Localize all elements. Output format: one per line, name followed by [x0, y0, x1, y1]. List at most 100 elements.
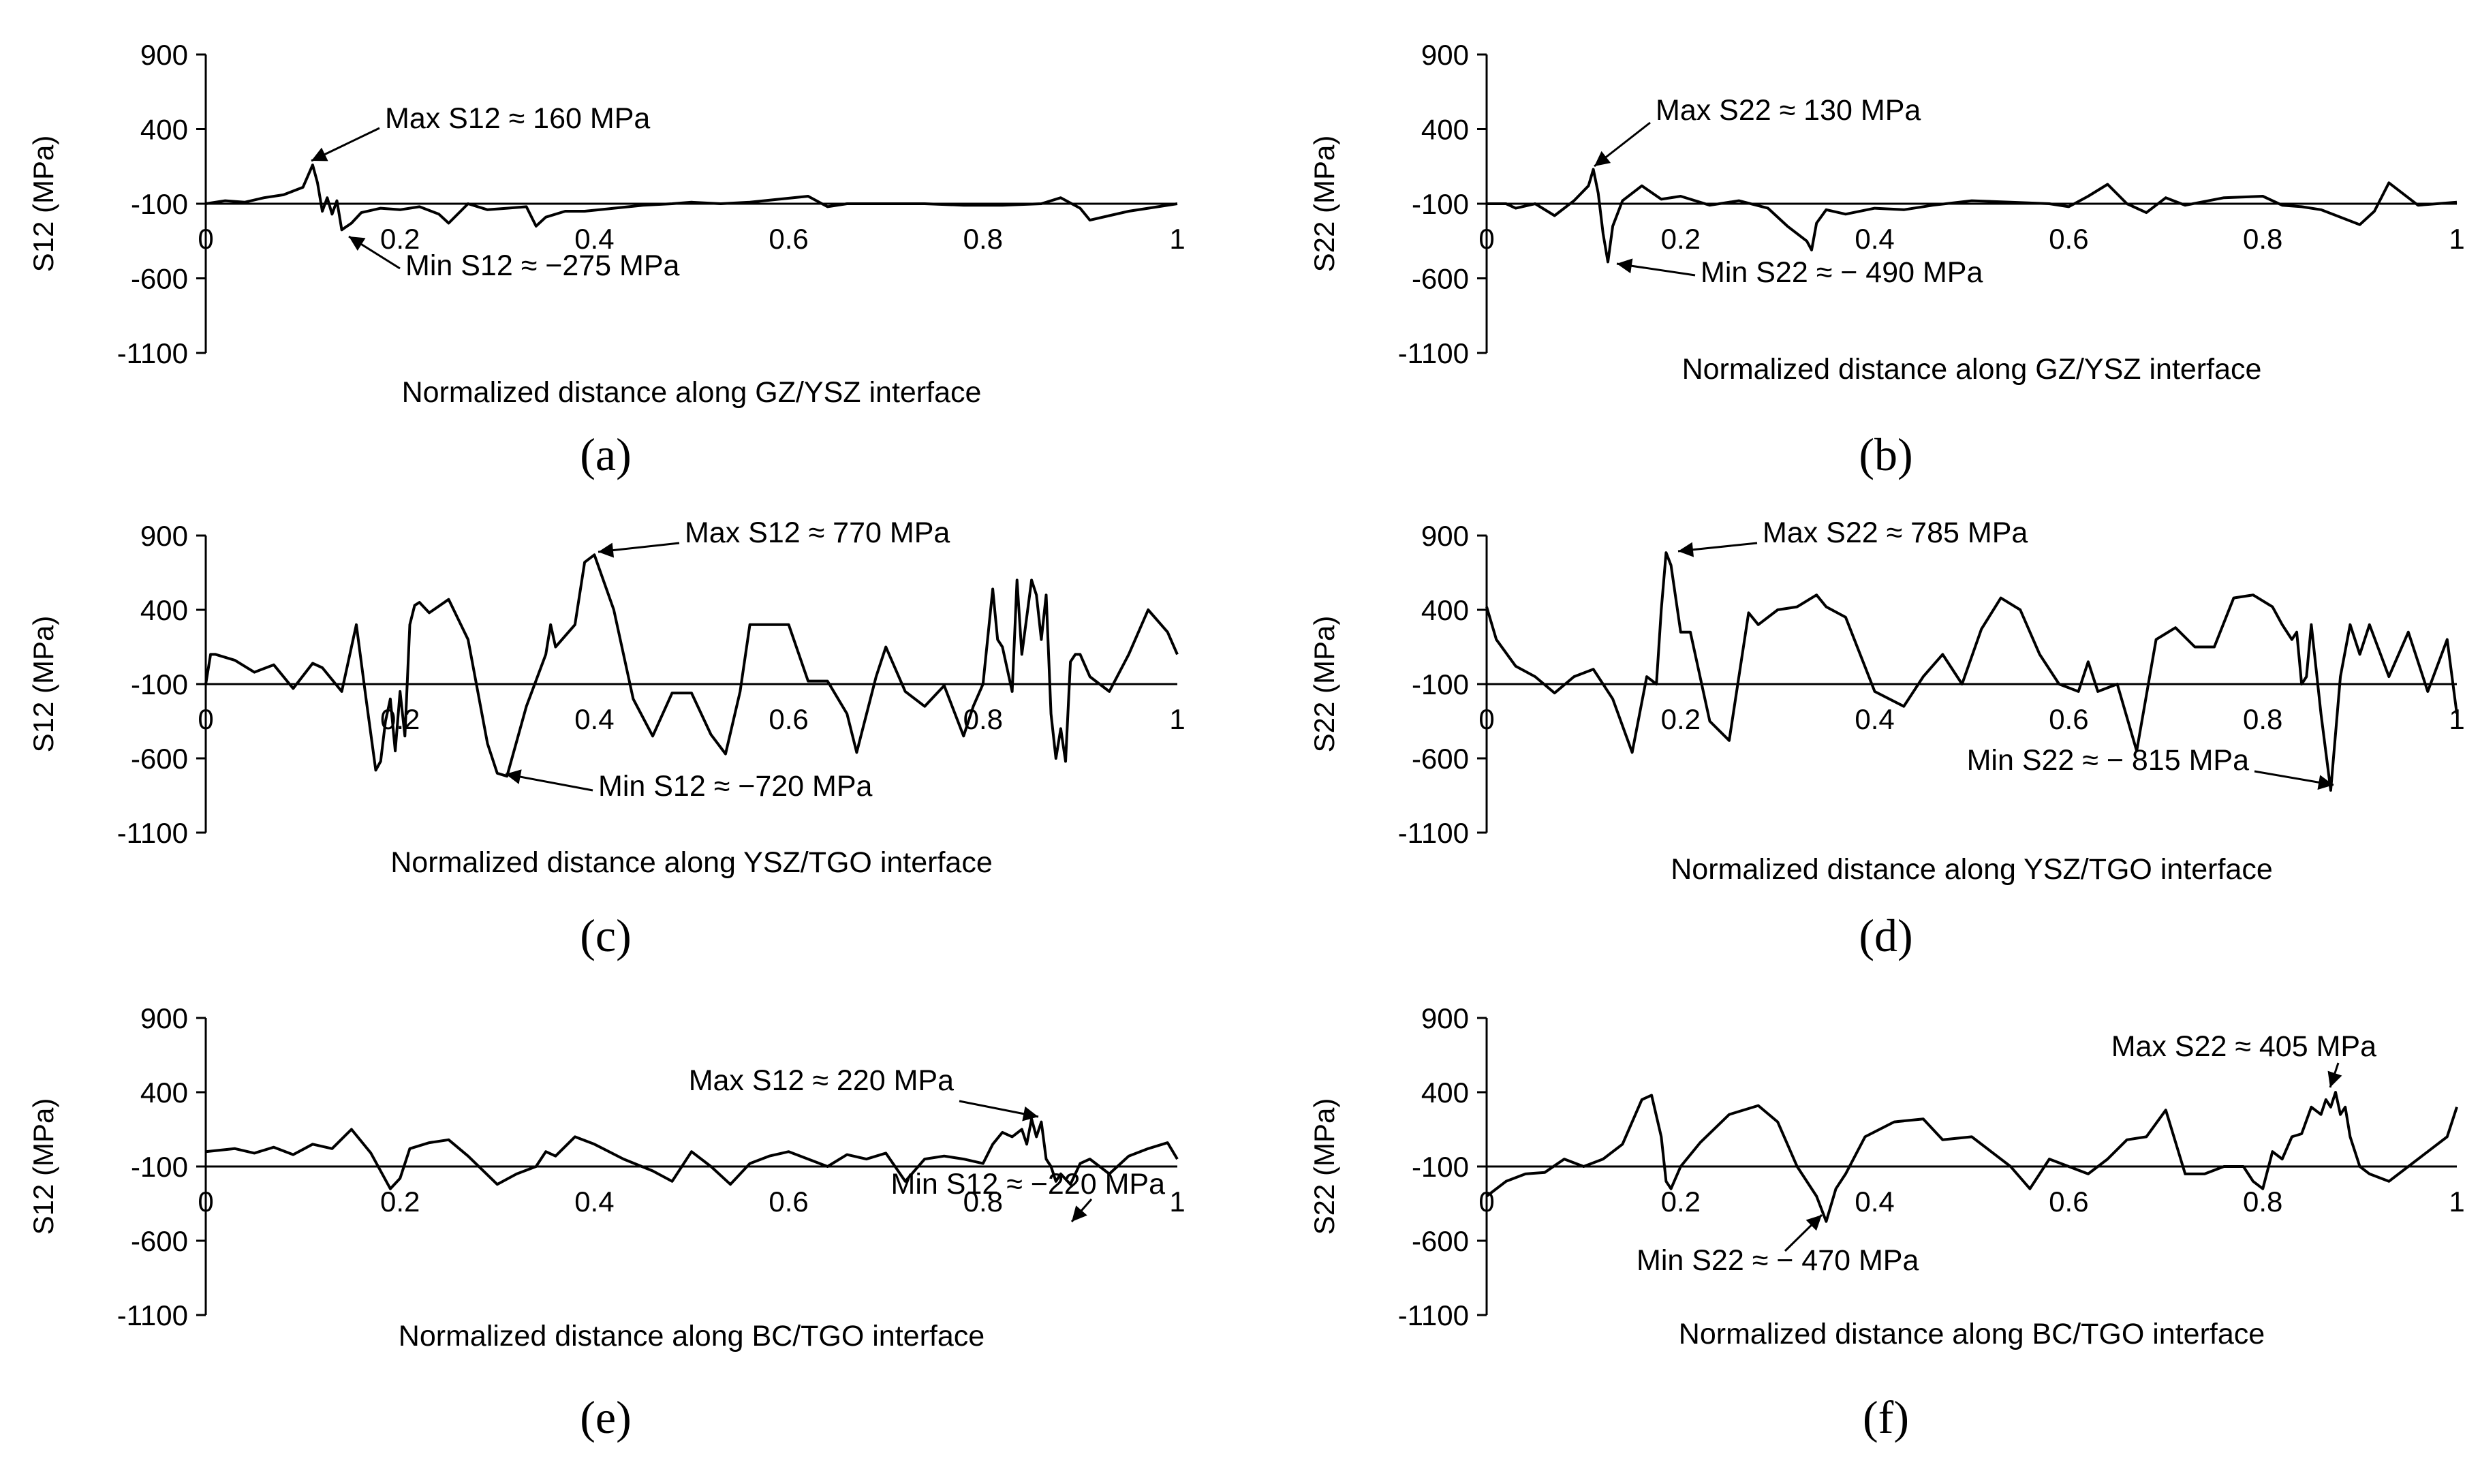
y-tick-label: 400: [140, 1077, 188, 1109]
x-tick-label: 0: [198, 223, 213, 255]
x-tick-label: 0.2: [380, 223, 420, 255]
x-axis-label: Normalized distance along GZ/YSZ interfa…: [1682, 353, 2262, 386]
x-tick-label: 0.6: [769, 703, 808, 735]
y-tick-label: -600: [131, 743, 188, 775]
series-line-s22: [1485, 1091, 2458, 1223]
annotation-arrow: [2254, 770, 2334, 790]
panel-label: (a): [580, 429, 631, 480]
x-tick-label: 0.6: [2049, 223, 2088, 255]
x-tick-label: 0.4: [1855, 223, 1894, 255]
x-tick-label: 0.8: [963, 1186, 1003, 1218]
y-tick-label: -600: [131, 263, 188, 295]
y-tick-label: 900: [1421, 39, 1469, 71]
y-axis-label: S12 (MPa): [27, 1098, 59, 1235]
panel-a: 900 400 -100 -600 -1100 0 0.2 0.4 0.6 0.8 1 S12 (MP…: [27, 39, 1185, 480]
x-tick-label: 0: [198, 703, 213, 735]
annotation-arrow: [1616, 258, 1696, 277]
x-tick-label: 0.8: [2243, 703, 2282, 735]
annotation-arrow: [1784, 1214, 1823, 1252]
annotation-arrow: [311, 127, 380, 162]
panel-label: (b): [1859, 429, 1912, 480]
y-tick-label: 400: [1421, 1077, 1469, 1109]
panel-label: (d): [1859, 910, 1912, 961]
x-tick-label: 0.2: [1661, 223, 1701, 255]
series-line-s22: [1487, 168, 2458, 264]
y-tick-label: -100: [1412, 188, 1469, 220]
annotation-arrow: [598, 542, 680, 558]
x-tick-label: 0.2: [380, 1186, 420, 1218]
panel-d: 900 400 -100 -600 -1100 0 0.2 0.4 0.6 0.8 1 S22 (MP…: [1308, 516, 2465, 961]
x-tick-label: 0.4: [574, 703, 614, 735]
x-tick-label: 0.6: [769, 223, 808, 255]
annotation-label: Max S22 ≈ 405 MPa: [2111, 1030, 2376, 1063]
y-tick-label: -100: [1412, 668, 1469, 700]
y-tick-label: -600: [1412, 263, 1469, 295]
x-tick-label: 0.2: [1661, 703, 1701, 735]
y-tick-label: -1100: [1398, 817, 1469, 849]
y-tick-label: -600: [1412, 1225, 1469, 1257]
y-tick-label: 400: [1421, 594, 1469, 626]
x-tick-label: 0.8: [2243, 1186, 2282, 1218]
y-tick-label: 900: [140, 520, 188, 552]
x-tick-label: 0: [1478, 703, 1494, 735]
annotation-label: Max S12 ≈ 220 MPa: [689, 1064, 954, 1097]
x-tick-label: 1: [1169, 1186, 1185, 1218]
annotation-label: Min S12 ≈ −275 MPa: [405, 249, 680, 282]
y-tick-label: 900: [140, 1002, 188, 1034]
annotation-label: Max S12 ≈ 160 MPa: [385, 102, 650, 135]
series-line-s12: [205, 1117, 1179, 1190]
x-axis-label: Normalized distance along YSZ/TGO interf…: [1671, 853, 2273, 886]
annotation-label: Min S22 ≈ − 815 MPa: [1967, 744, 2249, 777]
x-tick-label: 0.4: [1855, 703, 1894, 735]
y-axis-label: S22 (MPa): [1308, 616, 1340, 753]
y-tick-label: 400: [140, 594, 188, 626]
x-axis-label: Normalized distance along GZ/YSZ interfa…: [402, 376, 982, 409]
y-tick-label: 900: [140, 39, 188, 71]
panel-label: (f): [1863, 1391, 1909, 1443]
y-tick-label: -1100: [117, 817, 188, 849]
y-axis-label: S22 (MPa): [1308, 1098, 1340, 1235]
annotation-label: Min S12 ≈ −720 MPa: [598, 770, 873, 803]
y-tick-label: 900: [1421, 1002, 1469, 1034]
y-tick-label: 400: [1421, 114, 1469, 146]
x-tick-label: 0.6: [769, 1186, 808, 1218]
x-tick-label: 1: [2449, 1186, 2464, 1218]
x-axis-label: Normalized distance along YSZ/TGO interf…: [390, 846, 993, 879]
annotation-label: Min S22 ≈ − 470 MPa: [1637, 1244, 1919, 1277]
annotation-arrow: [505, 769, 593, 792]
annotation-label: Max S12 ≈ 770 MPa: [685, 516, 950, 549]
x-tick-label: 0.8: [963, 223, 1003, 255]
annotation-arrow: [1677, 542, 1758, 557]
x-tick-label: 1: [2449, 223, 2464, 255]
x-tick-label: 0.6: [2049, 1186, 2088, 1218]
panel-label: (c): [580, 910, 631, 961]
series-line-s12: [204, 553, 1179, 778]
panel-e: 900 400 -100 -600 -1100 0 0.2 0.4 0.6 0.8 1 S12 (MP…: [27, 1002, 1185, 1443]
annotation-label: Max S22 ≈ 785 MPa: [1763, 516, 2028, 549]
x-tick-label: 1: [2449, 703, 2464, 735]
annotation-arrow: [1070, 1199, 1093, 1222]
x-tick-label: 0: [1478, 223, 1494, 255]
y-tick-label: -600: [131, 1225, 188, 1257]
x-tick-label: 0.4: [574, 223, 614, 255]
y-tick-label: 900: [1421, 520, 1469, 552]
annotation-arrow: [959, 1100, 1039, 1122]
y-tick-label: -100: [131, 668, 188, 700]
x-tick-label: 0.4: [574, 1186, 614, 1218]
panel-b: 900 400 -100 -600 -1100 0 0.2 0.4 0.6 0.8 1 S22 (MP…: [1308, 39, 2465, 480]
annotation-arrow: [2327, 1062, 2342, 1088]
y-tick-label: -600: [1412, 743, 1469, 775]
y-tick-label: -1100: [1398, 337, 1469, 369]
annotation-arrow: [348, 235, 401, 270]
x-tick-label: 0.8: [2243, 223, 2282, 255]
x-tick-label: 1: [1169, 223, 1185, 255]
y-axis-label: S12 (MPa): [27, 616, 59, 753]
y-tick-label: -1100: [1398, 1299, 1469, 1331]
y-tick-label: -100: [131, 188, 188, 220]
x-tick-label: 1: [1169, 703, 1185, 735]
x-axis-label: Normalized distance along BC/TGO interfa…: [1679, 1318, 2265, 1350]
